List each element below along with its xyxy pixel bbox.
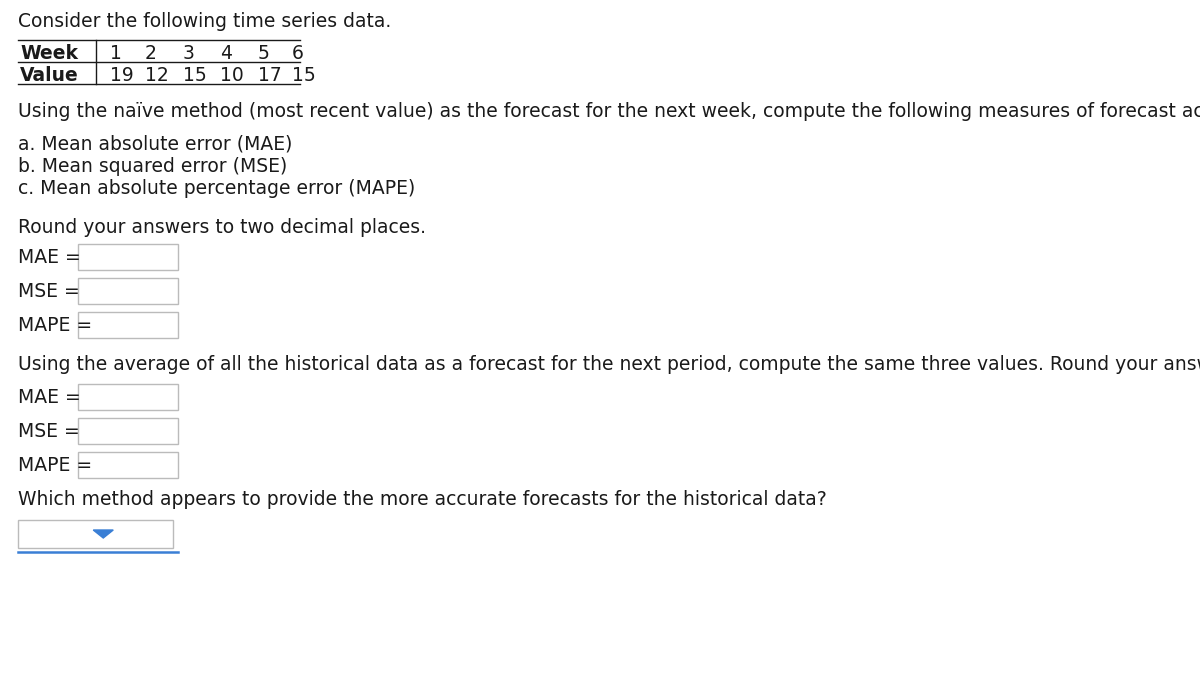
FancyBboxPatch shape — [78, 278, 178, 304]
Polygon shape — [94, 530, 113, 538]
Text: 15: 15 — [292, 66, 316, 85]
FancyBboxPatch shape — [78, 418, 178, 444]
Text: MSE =: MSE = — [18, 282, 79, 301]
Text: Consider the following time series data.: Consider the following time series data. — [18, 12, 391, 31]
FancyBboxPatch shape — [18, 520, 173, 548]
Text: MAE =: MAE = — [18, 248, 80, 267]
Text: Week: Week — [20, 44, 78, 63]
FancyBboxPatch shape — [78, 384, 178, 410]
FancyBboxPatch shape — [78, 312, 178, 338]
Text: 3: 3 — [182, 44, 194, 63]
Text: 6: 6 — [292, 44, 304, 63]
Text: 4: 4 — [220, 44, 232, 63]
Text: c. Mean absolute percentage error (MAPE): c. Mean absolute percentage error (MAPE) — [18, 179, 415, 198]
Text: a. Mean absolute error (MAE): a. Mean absolute error (MAE) — [18, 135, 293, 154]
Text: MAPE =: MAPE = — [18, 316, 92, 335]
Text: MAE =: MAE = — [18, 388, 80, 407]
Text: 15: 15 — [182, 66, 206, 85]
Text: Using the naïve method (most recent value) as the forecast for the next week, co: Using the naïve method (most recent valu… — [18, 102, 1200, 121]
Text: Round your answers to two decimal places.: Round your answers to two decimal places… — [18, 218, 426, 237]
Text: 10: 10 — [220, 66, 244, 85]
Text: 19: 19 — [110, 66, 133, 85]
Text: b. Mean squared error (MSE): b. Mean squared error (MSE) — [18, 157, 287, 176]
Text: 17: 17 — [258, 66, 282, 85]
Text: Value: Value — [20, 66, 79, 85]
Text: MAPE =: MAPE = — [18, 456, 92, 475]
Text: MSE =: MSE = — [18, 422, 79, 441]
FancyBboxPatch shape — [78, 244, 178, 270]
Text: Which method appears to provide the more accurate forecasts for the historical d: Which method appears to provide the more… — [18, 490, 827, 509]
Text: 2: 2 — [145, 44, 157, 63]
Text: 5: 5 — [258, 44, 270, 63]
FancyBboxPatch shape — [78, 452, 178, 478]
Text: 12: 12 — [145, 66, 169, 85]
Text: Using the average of all the historical data as a forecast for the next period, : Using the average of all the historical … — [18, 355, 1200, 374]
Text: 1: 1 — [110, 44, 122, 63]
